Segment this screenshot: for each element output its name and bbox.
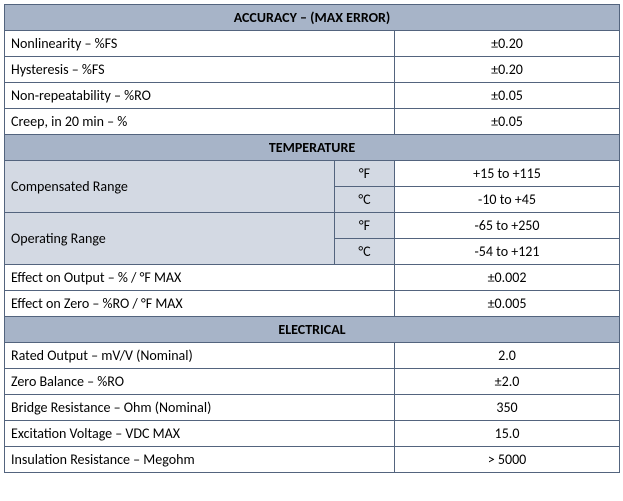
table-row: Operating Range °F -65 to +250 (5, 213, 620, 239)
spec-label: Bridge Resistance – Ohm (Nominal) (5, 395, 395, 421)
spec-table: ACCURACY – (MAX ERROR) Nonlinearity – %F… (4, 4, 620, 473)
table-row: Effect on Zero – %RO / °F MAX ±0.005 (5, 291, 620, 317)
spec-value: ±0.05 (395, 83, 620, 109)
spec-value: ±0.002 (395, 265, 620, 291)
spec-value: -65 to +250 (395, 213, 620, 239)
table-row: Effect on Output – % / °F MAX ±0.002 (5, 265, 620, 291)
table-row: Nonlinearity – %FS ±0.20 (5, 31, 620, 57)
table-row: Non-repeatability – %RO ±0.05 (5, 83, 620, 109)
spec-label: Effect on Output – % / °F MAX (5, 265, 395, 291)
spec-label: Creep, in 20 min – % (5, 109, 395, 135)
table-row: Rated Output – mV/V (Nominal) 2.0 (5, 343, 620, 369)
spec-value: ±0.20 (395, 31, 620, 57)
section-header-electrical: ELECTRICAL (5, 317, 620, 343)
spec-label: Insulation Resistance – Megohm (5, 447, 395, 473)
spec-label: Non-repeatability – %RO (5, 83, 395, 109)
spec-value: ±0.005 (395, 291, 620, 317)
table-row: Creep, in 20 min – % ±0.05 (5, 109, 620, 135)
spec-unit: °C (335, 187, 395, 213)
spec-label: Rated Output – mV/V (Nominal) (5, 343, 395, 369)
spec-value: ±0.20 (395, 57, 620, 83)
spec-value: ±2.0 (395, 369, 620, 395)
spec-label: Excitation Voltage – VDC MAX (5, 421, 395, 447)
spec-value: -54 to +121 (395, 239, 620, 265)
table-row: Hysteresis – %FS ±0.20 (5, 57, 620, 83)
section-header-accuracy: ACCURACY – (MAX ERROR) (5, 5, 620, 31)
table-row: Compensated Range °F +15 to +115 (5, 161, 620, 187)
table-row: Excitation Voltage – VDC MAX 15.0 (5, 421, 620, 447)
spec-unit: °F (335, 161, 395, 187)
section-header-temperature: TEMPERATURE (5, 135, 620, 161)
spec-unit: °F (335, 213, 395, 239)
spec-label: Effect on Zero – %RO / °F MAX (5, 291, 395, 317)
spec-value: 350 (395, 395, 620, 421)
spec-unit: °C (335, 239, 395, 265)
spec-value: ±0.05 (395, 109, 620, 135)
spec-label: Operating Range (5, 213, 335, 265)
spec-label: Hysteresis – %FS (5, 57, 395, 83)
spec-value: > 5000 (395, 447, 620, 473)
spec-value: -10 to +45 (395, 187, 620, 213)
spec-label: Nonlinearity – %FS (5, 31, 395, 57)
spec-label: Zero Balance – %RO (5, 369, 395, 395)
spec-value: +15 to +115 (395, 161, 620, 187)
table-row: Bridge Resistance – Ohm (Nominal) 350 (5, 395, 620, 421)
spec-value: 15.0 (395, 421, 620, 447)
table-row: Zero Balance – %RO ±2.0 (5, 369, 620, 395)
table-row: Insulation Resistance – Megohm > 5000 (5, 447, 620, 473)
spec-label: Compensated Range (5, 161, 335, 213)
spec-value: 2.0 (395, 343, 620, 369)
